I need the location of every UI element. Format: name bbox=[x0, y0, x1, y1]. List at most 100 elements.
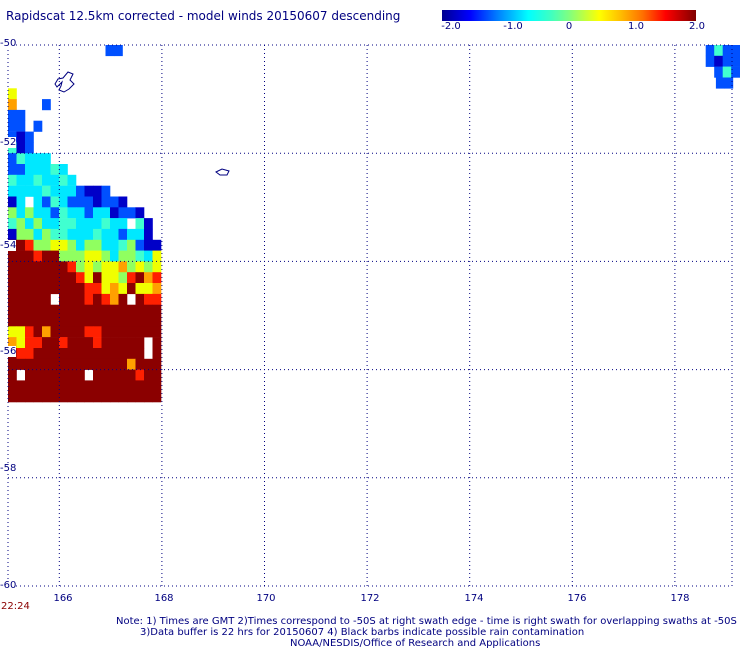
wind-diff-cell bbox=[16, 153, 26, 165]
wind-diff-cell bbox=[84, 239, 94, 251]
wind-diff-cell bbox=[118, 315, 128, 327]
wind-diff-cell bbox=[101, 315, 111, 327]
wind-diff-cell bbox=[127, 228, 136, 240]
wind-diff-cell bbox=[118, 337, 128, 349]
wind-diff-cell bbox=[50, 207, 60, 219]
wind-diff-cell bbox=[84, 337, 94, 349]
wind-diff-cell bbox=[33, 337, 43, 349]
wind-diff-cell bbox=[50, 228, 60, 240]
wind-diff-cell bbox=[67, 337, 77, 349]
wind-diff-cell bbox=[135, 380, 145, 392]
wind-diff-cell bbox=[144, 272, 153, 284]
wind-diff-cell bbox=[705, 55, 715, 67]
wind-diff-cell bbox=[25, 326, 34, 338]
wind-diff-cell bbox=[59, 391, 68, 403]
wind-diff-cell bbox=[110, 358, 119, 370]
wind-diff-cell bbox=[76, 272, 85, 284]
wind-diff-cell bbox=[25, 174, 34, 186]
wind-diff-cell bbox=[93, 228, 102, 240]
wind-diff-cell bbox=[722, 45, 732, 57]
wind-diff-cell bbox=[59, 326, 68, 338]
wind-diff-cell bbox=[127, 250, 136, 262]
wind-diff-cell bbox=[8, 196, 17, 208]
wind-diff-cell bbox=[127, 283, 136, 295]
wind-diff-cell bbox=[67, 261, 77, 273]
wind-diff-cell bbox=[8, 153, 17, 165]
wind-diff-cell bbox=[67, 196, 77, 208]
wind-diff-cell bbox=[59, 261, 68, 273]
wind-diff-cell bbox=[25, 369, 34, 381]
wind-diff-cell bbox=[714, 55, 723, 67]
wind-diff-cell bbox=[152, 380, 162, 392]
wind-diff-cell bbox=[110, 348, 119, 360]
wind-diff-cell bbox=[25, 380, 34, 392]
wind-diff-cell bbox=[33, 174, 43, 186]
wind-diff-cell bbox=[33, 239, 43, 251]
wind-diff-cell bbox=[144, 261, 153, 273]
wind-diff-cell bbox=[76, 185, 85, 197]
wind-diff-cell bbox=[714, 66, 723, 78]
wind-diff-cell bbox=[25, 315, 34, 327]
wind-diff-cell bbox=[152, 304, 162, 316]
wind-diff-cell bbox=[67, 369, 77, 381]
wind-diff-cell bbox=[135, 315, 145, 327]
wind-diff-cell bbox=[33, 304, 43, 316]
lat-label: -52 bbox=[0, 137, 17, 148]
wind-diff-cell bbox=[50, 369, 60, 381]
wind-diff-cell bbox=[33, 293, 43, 305]
wind-diff-cell bbox=[50, 391, 60, 403]
wind-diff-cell bbox=[152, 239, 162, 251]
wind-diff-cell bbox=[135, 304, 145, 316]
wind-diff-cell bbox=[144, 250, 153, 262]
wind-diff-cell bbox=[93, 369, 102, 381]
wind-diff-cell bbox=[25, 164, 34, 176]
wind-diff-cell bbox=[101, 337, 111, 349]
wind-diff-cell bbox=[25, 293, 34, 305]
wind-diff-cell bbox=[8, 109, 17, 121]
wind-diff-cell bbox=[8, 358, 17, 370]
wind-diff-cell bbox=[84, 228, 94, 240]
wind-diff-cell bbox=[93, 250, 102, 262]
wind-diff-cell bbox=[76, 369, 85, 381]
wind-diff-cell bbox=[724, 77, 734, 89]
wind-diff-cell bbox=[110, 239, 119, 251]
wind-diff-cell bbox=[59, 218, 68, 230]
auckland-island-coastline bbox=[54, 71, 75, 93]
wind-diff-cell bbox=[59, 228, 68, 240]
wind-diff-cell bbox=[118, 391, 128, 403]
wind-diff-cell bbox=[59, 185, 68, 197]
wind-diff-cell bbox=[67, 185, 77, 197]
wind-diff-cell bbox=[67, 293, 77, 305]
wind-diff-cell bbox=[8, 337, 17, 349]
wind-diff-cell bbox=[16, 304, 26, 316]
wind-diff-cell bbox=[42, 207, 51, 219]
lat-label: -50 bbox=[0, 38, 17, 49]
wind-diff-cell bbox=[118, 196, 128, 208]
wind-diff-cell bbox=[50, 272, 60, 284]
wind-diff-cell bbox=[16, 109, 26, 121]
coastline-islands bbox=[54, 71, 230, 176]
wind-diff-cell bbox=[50, 337, 60, 349]
lat-label: -58 bbox=[0, 463, 17, 474]
wind-diff-cell bbox=[33, 272, 43, 284]
wind-diff-cell bbox=[16, 228, 26, 240]
wind-diff-cell bbox=[101, 283, 111, 295]
wind-diff-cell bbox=[67, 358, 77, 370]
wind-diff-cell bbox=[118, 283, 128, 295]
wind-diff-cell bbox=[33, 348, 43, 360]
wind-diff-cell bbox=[42, 293, 51, 305]
wind-diff-cell bbox=[33, 185, 43, 197]
wind-diff-cell bbox=[16, 348, 26, 360]
wind-diff-cell bbox=[110, 283, 119, 295]
wind-diff-cell bbox=[705, 45, 715, 57]
wind-diff-cell bbox=[135, 293, 145, 305]
wind-diff-cell bbox=[84, 315, 94, 327]
wind-diff-cell bbox=[16, 315, 26, 327]
wind-diff-cell bbox=[110, 326, 119, 338]
wind-diff-cell bbox=[67, 228, 77, 240]
lon-label: 172 bbox=[360, 593, 380, 604]
wind-diff-cell bbox=[33, 380, 43, 392]
wind-diff-cell bbox=[16, 326, 26, 338]
wind-diff-cell bbox=[50, 218, 60, 230]
wind-diff-cell bbox=[101, 272, 111, 284]
